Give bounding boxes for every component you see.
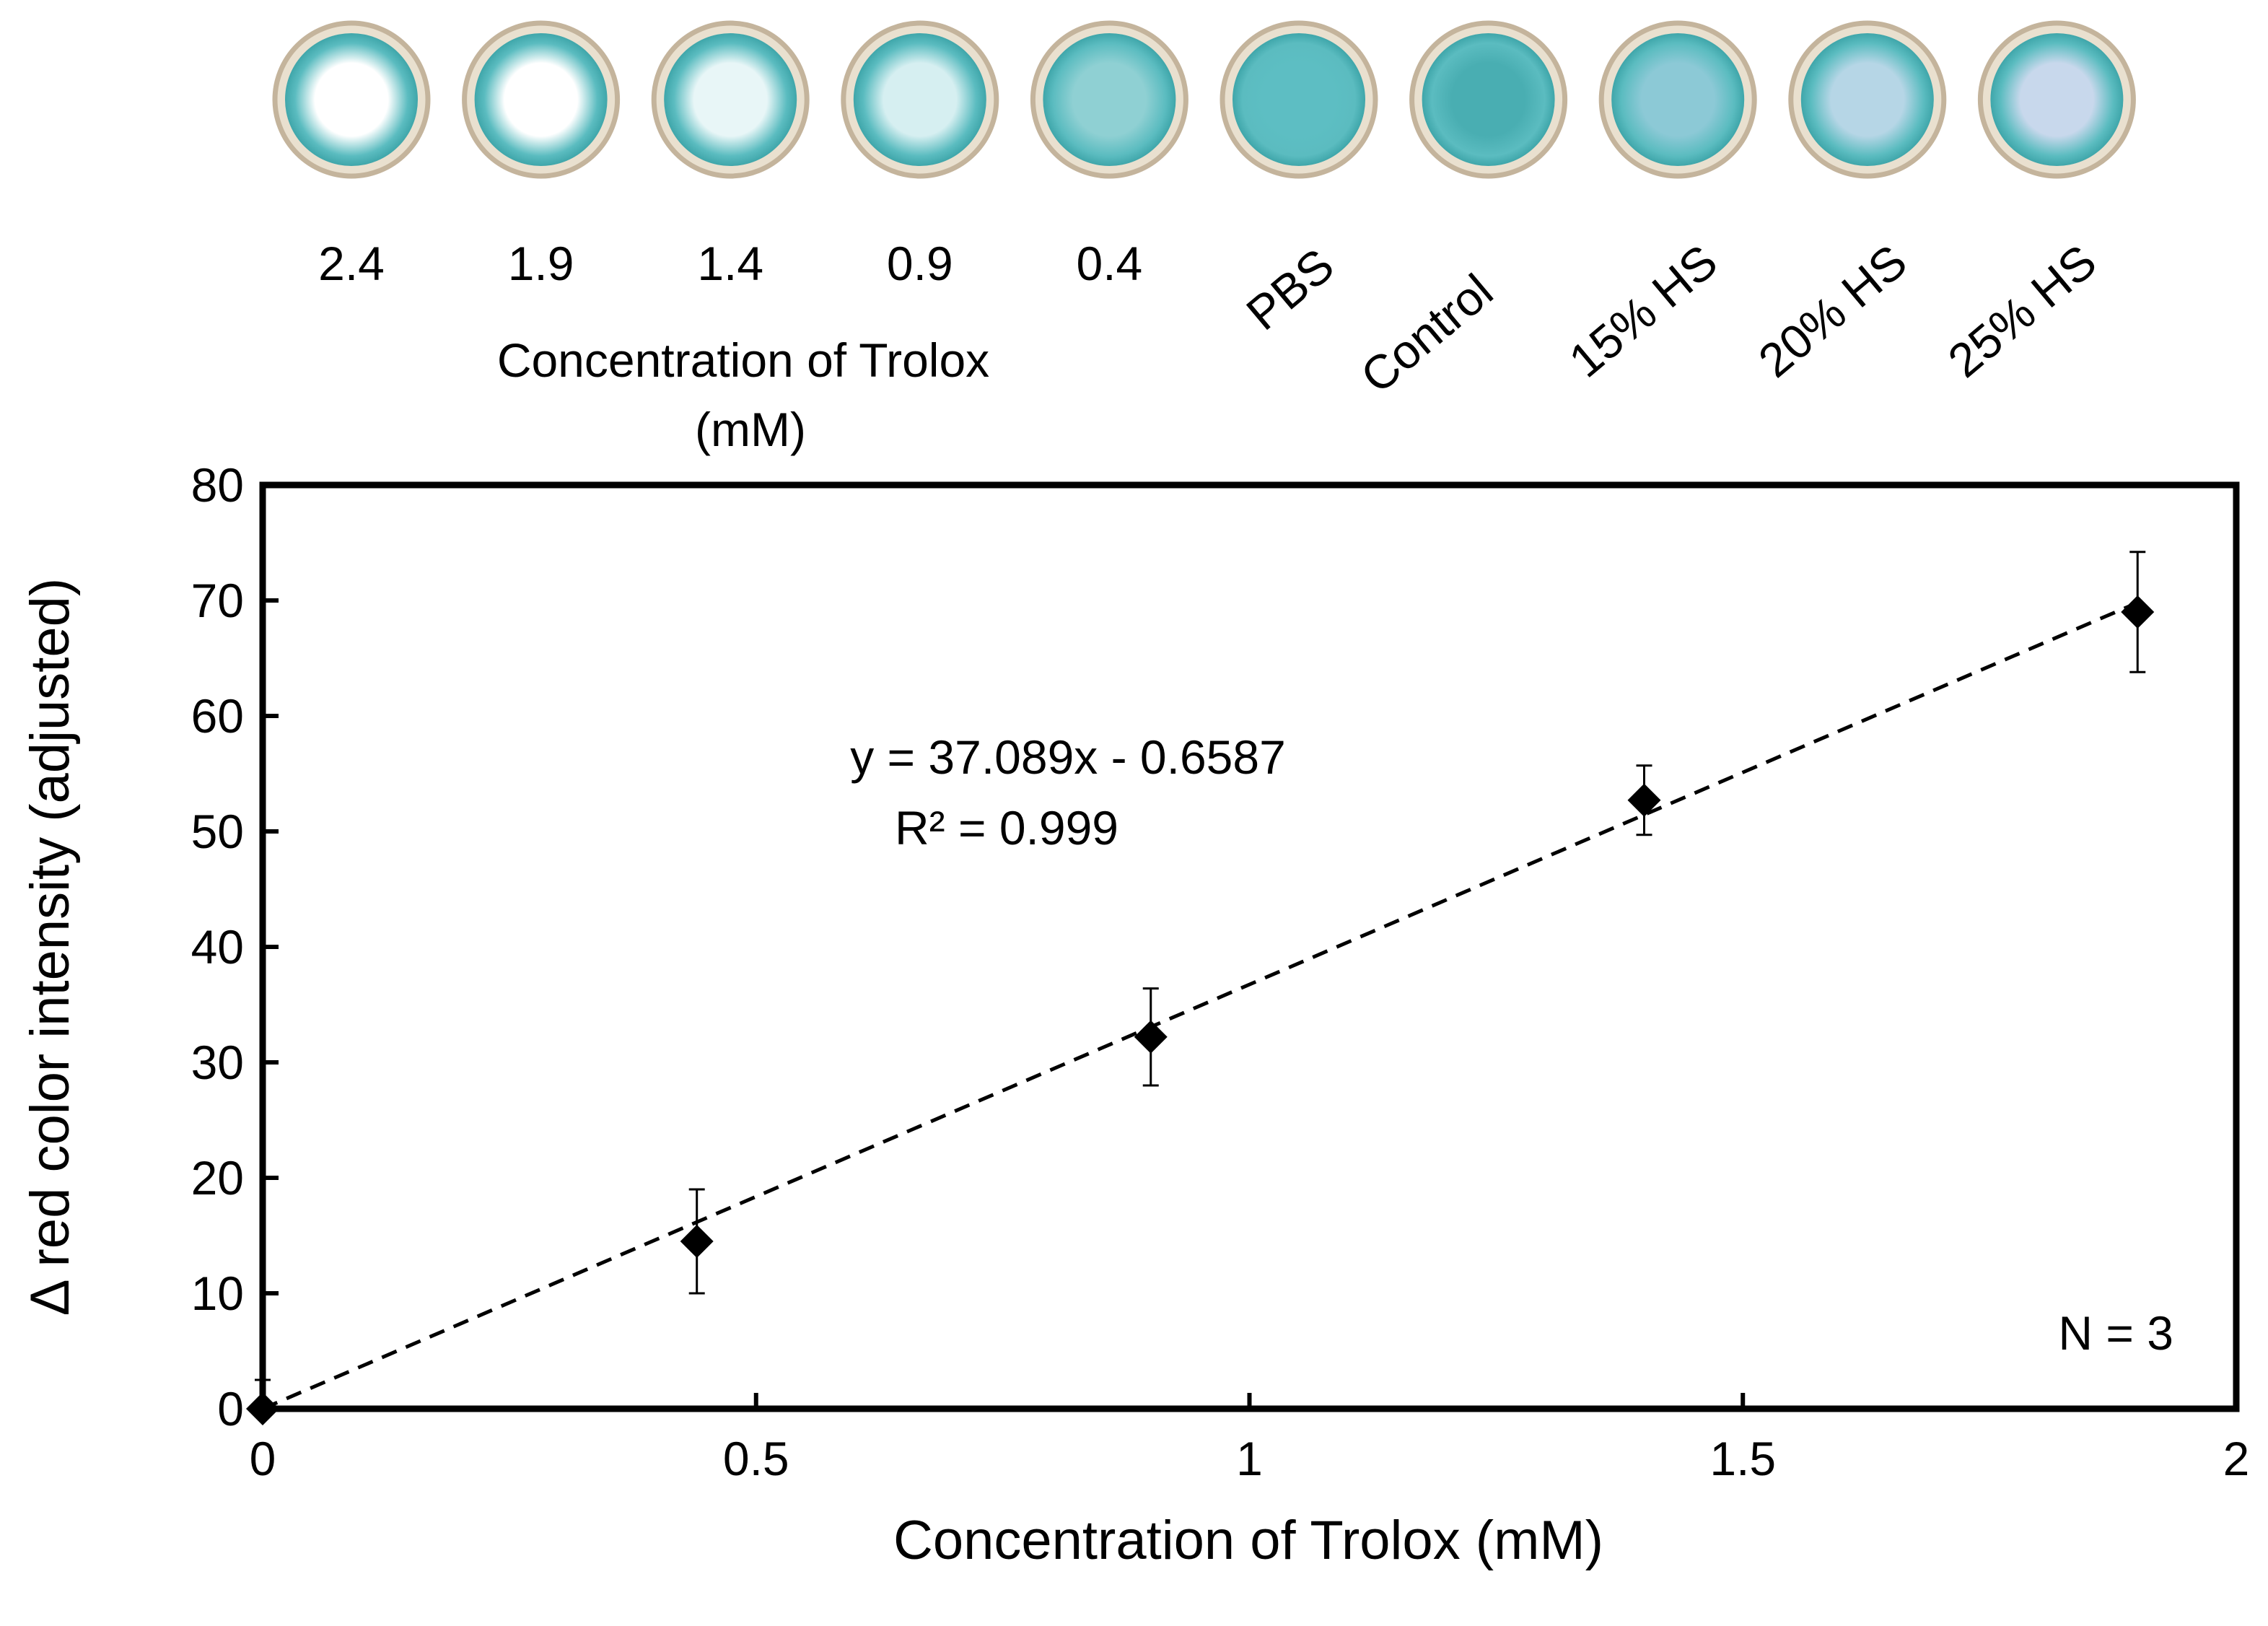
x-tick-label: 0 xyxy=(250,1432,276,1485)
well-solution xyxy=(853,33,986,166)
y-tick-label: 60 xyxy=(191,689,244,743)
well-solution xyxy=(1990,33,2124,166)
well-solution xyxy=(1232,33,1365,166)
data-point xyxy=(246,1392,279,1425)
x-tick-label: 1 xyxy=(1236,1432,1263,1485)
well-label: 15% HS xyxy=(1559,235,1727,388)
well-label: 1.4 xyxy=(697,237,763,290)
y-tick-label: 0 xyxy=(217,1382,244,1435)
well-label: PBS xyxy=(1236,238,1344,341)
y-tick-label: 50 xyxy=(191,805,244,858)
well-solution xyxy=(1800,33,1934,166)
y-tick-label: 80 xyxy=(191,458,244,512)
well-solution xyxy=(664,33,797,166)
x-tick-label: 0.5 xyxy=(723,1432,789,1485)
well-solution xyxy=(1043,33,1176,166)
y-tick-label: 30 xyxy=(191,1036,244,1089)
x-ticks: 0 0.5 1 1.5 2 xyxy=(250,1393,2250,1485)
well-9 xyxy=(1788,20,1947,179)
trendline-group xyxy=(262,600,2139,1411)
well-solution xyxy=(1422,33,1555,166)
well-solution xyxy=(474,33,608,166)
well-label: 0.4 xyxy=(1077,237,1143,290)
trendline-equation: y = 37.089x - 0.6587 xyxy=(850,730,1286,784)
y-tick-label: 20 xyxy=(191,1151,244,1205)
well-solution xyxy=(1611,33,1745,166)
well-8 xyxy=(1598,20,1757,179)
well-label: Control xyxy=(1351,263,1503,403)
errorbars xyxy=(255,551,2146,1409)
x-axis-label: Concentration of Trolox (mM) xyxy=(893,1510,1603,1571)
y-ticks: 0 10 20 30 40 50 60 70 80 xyxy=(191,458,279,1435)
well-10 xyxy=(1977,20,2136,179)
trendline xyxy=(262,600,2139,1411)
well-7 xyxy=(1409,20,1568,179)
well-5 xyxy=(1030,20,1188,179)
well-2 xyxy=(462,20,621,179)
data-point xyxy=(680,1225,714,1258)
data-point xyxy=(1134,1020,1168,1054)
data-point xyxy=(1627,783,1661,817)
well-label: 20% HS xyxy=(1748,235,1917,388)
well-solution xyxy=(285,33,418,166)
x-tick-label: 1.5 xyxy=(1709,1432,1776,1485)
sample-size-label: N = 3 xyxy=(2058,1306,2173,1360)
well-6 xyxy=(1220,20,1378,179)
plot-frame xyxy=(259,481,2240,1412)
well-label: 1.9 xyxy=(508,237,574,290)
y-tick-label: 70 xyxy=(191,574,244,627)
well-3 xyxy=(651,20,810,179)
wells-caption-line1: Concentration of Trolox xyxy=(497,333,989,387)
well-label: 0.9 xyxy=(887,237,953,290)
data-points xyxy=(246,595,2155,1425)
chart: 0 10 20 30 40 50 60 70 80 0 0.5 1 1.5 2 y = 37.089x … xyxy=(19,458,2249,1571)
wells-caption-line2: (mM) xyxy=(695,403,806,456)
well-4 xyxy=(841,20,999,179)
y-tick-label: 40 xyxy=(191,920,244,974)
y-axis-label: Δ red color intensity (adjusted) xyxy=(19,578,81,1316)
y-tick-label: 10 xyxy=(191,1267,244,1320)
x-tick-label: 2 xyxy=(2223,1432,2250,1485)
well-label: 25% HS xyxy=(1938,235,2106,388)
well-label: 2.4 xyxy=(318,237,385,290)
data-point xyxy=(2121,595,2155,629)
r-squared-label: R² = 0.999 xyxy=(895,801,1118,854)
well-1 xyxy=(272,20,431,179)
